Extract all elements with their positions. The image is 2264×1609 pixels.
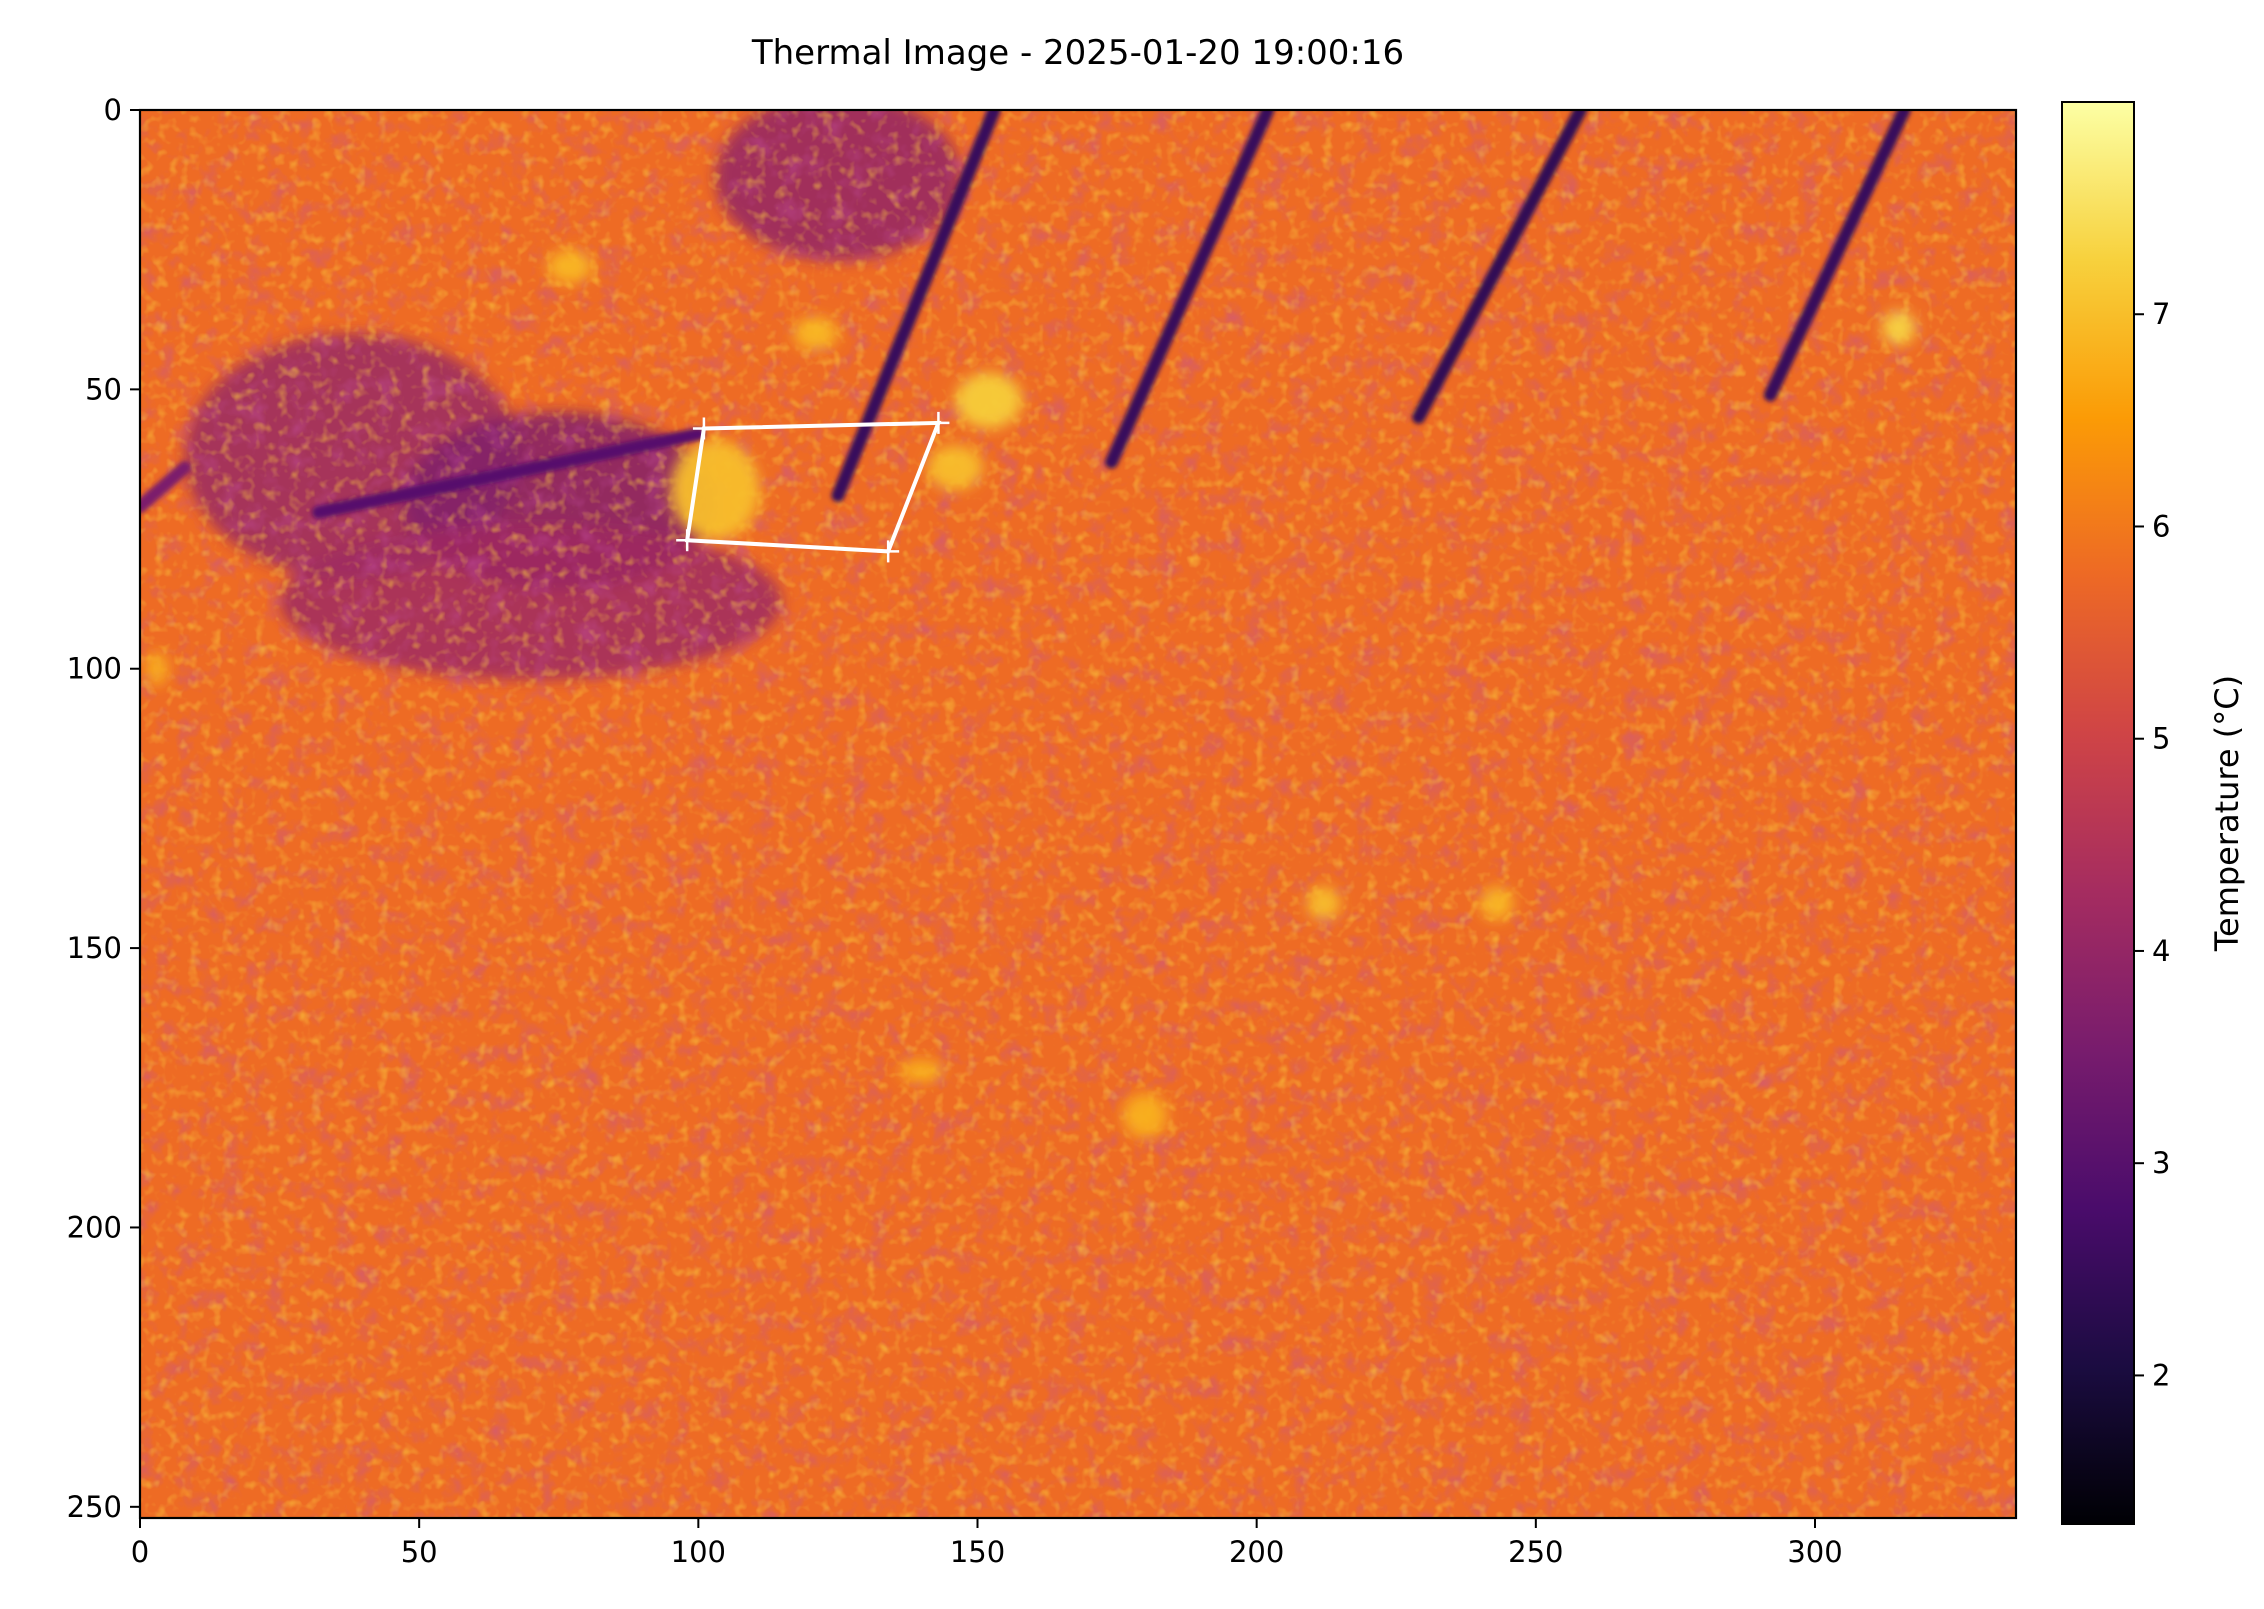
x-tick-label: 100: [671, 1535, 726, 1569]
x-tick-label: 200: [1229, 1535, 1284, 1569]
y-tick-label: 50: [85, 372, 122, 406]
colorbar-tick-label: 7: [2152, 297, 2170, 331]
colorbar-tick-label: 3: [2152, 1146, 2170, 1180]
colorbar-gradient: [2062, 102, 2134, 1524]
warm-spot: [955, 373, 1022, 429]
colorbar-tick-label: 5: [2152, 722, 2170, 756]
x-tick-label: 300: [1787, 1535, 1842, 1569]
y-axis: 0 50 100 150 200 250: [67, 93, 140, 1524]
y-tick-label: 150: [67, 931, 122, 965]
y-tick-label: 0: [104, 93, 122, 127]
colorbar-tick-label: 2: [2152, 1358, 2170, 1392]
thermal-heatmap: [140, 93, 2016, 1518]
colorbar-ticks: 2 3 4 5 6 7: [2134, 297, 2170, 1392]
warm-spot: [1480, 887, 1514, 921]
x-tick-label: 0: [131, 1535, 149, 1569]
x-axis: 0 50 100 150 200 250 300: [131, 1518, 1843, 1569]
colorbar-tick-label: 4: [2152, 934, 2170, 968]
warm-spot: [670, 440, 759, 541]
warm-spot: [1882, 311, 1916, 345]
x-tick-label: 50: [401, 1535, 438, 1569]
warm-spot: [793, 317, 838, 351]
x-tick-label: 250: [1508, 1535, 1563, 1569]
warm-spot: [1307, 887, 1341, 921]
y-tick-label: 100: [67, 652, 122, 686]
heatmap-texture-warm: [140, 110, 2016, 1518]
warm-spot: [899, 1060, 944, 1082]
warm-spot: [548, 250, 593, 284]
y-tick-label: 250: [67, 1490, 122, 1524]
warm-spot: [927, 445, 983, 490]
colorbar-label: Temperature (°C): [2208, 675, 2246, 952]
warm-spot: [1123, 1093, 1168, 1138]
x-tick-label: 150: [950, 1535, 1005, 1569]
colorbar: 2 3 4 5 6 7 Temperature (°C): [2062, 102, 2246, 1524]
y-tick-label: 200: [67, 1210, 122, 1244]
colorbar-tick-label: 6: [2152, 509, 2170, 543]
warm-spot: [146, 652, 168, 686]
chart-title: Thermal Image - 2025-01-20 19:00:16: [751, 33, 1404, 73]
